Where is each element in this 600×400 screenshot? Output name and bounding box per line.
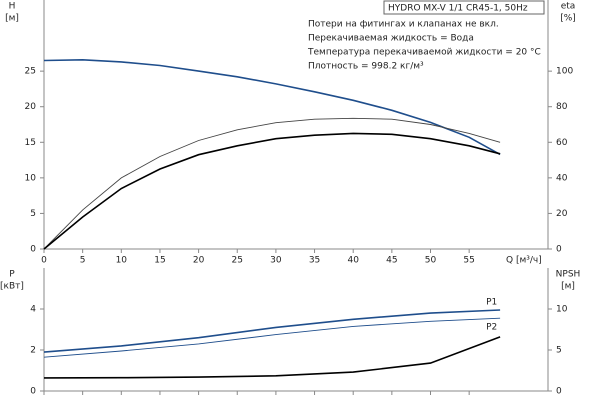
x-tick-label: 10 xyxy=(116,256,128,266)
y-tick-label: 25 xyxy=(25,67,36,77)
x-tick-label: 35 xyxy=(309,256,320,266)
x-tick-label: 55 xyxy=(463,256,474,266)
x-tick-label: 50 xyxy=(425,256,437,266)
y2-tick-label: 60 xyxy=(556,138,568,148)
y2-axis-label: [м] xyxy=(561,282,575,292)
y2-tick-label: 100 xyxy=(556,67,573,77)
y2-tick-label: 0 xyxy=(556,245,562,255)
annotation: Потери на фитингах и клапанах не вкл. xyxy=(308,20,499,30)
x-tick-label: 25 xyxy=(232,256,243,266)
series-line xyxy=(43,132,501,250)
y2-axis-label: [%] xyxy=(560,14,576,24)
y-axis-label: [кВт] xyxy=(0,282,24,292)
y2-tick-label: 10 xyxy=(556,305,568,315)
y-tick-label: 2 xyxy=(30,346,36,356)
y-tick-label: 4 xyxy=(30,305,36,315)
series-label: P2 xyxy=(486,323,497,333)
y-axis-label: [м] xyxy=(5,14,19,24)
y-axis-label: H xyxy=(9,2,16,12)
series-line xyxy=(43,336,501,379)
chart-title: HYDRO MX-V 1/1 CR45-1, 50Hz xyxy=(388,4,528,14)
series-line xyxy=(43,58,501,156)
y2-tick-label: 80 xyxy=(556,102,568,112)
x-tick-label: 5 xyxy=(80,256,86,266)
y2-axis-label: NPSH xyxy=(556,270,581,280)
y-tick-label: 5 xyxy=(30,209,36,219)
series-label: P1 xyxy=(486,298,497,308)
title-box xyxy=(383,0,545,15)
annotation: Перекачиваемая жидкость = Вода xyxy=(308,34,474,44)
y2-tick-label: 40 xyxy=(556,173,568,183)
series-line xyxy=(43,309,501,353)
y2-tick-label: 0 xyxy=(556,387,562,397)
x-tick-label: 45 xyxy=(386,256,397,266)
y2-tick-label: 5 xyxy=(556,346,562,356)
x-tick-label: 40 xyxy=(347,256,359,266)
y-tick-label: 15 xyxy=(25,138,36,148)
x-tick-label: 20 xyxy=(193,256,205,266)
x-axis-label: Q [м³/ч] xyxy=(506,256,542,266)
series-line xyxy=(43,117,501,250)
annotation: Температура перекачиваемой жидкости = 20… xyxy=(307,48,541,58)
series-line xyxy=(43,317,501,358)
y-axis-label: P xyxy=(9,270,15,280)
y-tick-label: 0 xyxy=(30,387,36,397)
y2-axis-label: eta xyxy=(561,2,576,12)
y-tick-label: 10 xyxy=(25,173,37,183)
y-tick-label: 20 xyxy=(25,102,37,112)
y2-tick-label: 20 xyxy=(556,209,568,219)
x-tick-label: 0 xyxy=(41,256,47,266)
x-tick-label: 15 xyxy=(154,256,165,266)
x-tick-label: 30 xyxy=(270,256,282,266)
annotation: Плотность = 998.2 кг/м³ xyxy=(308,62,424,72)
y-tick-label: 0 xyxy=(30,245,36,255)
